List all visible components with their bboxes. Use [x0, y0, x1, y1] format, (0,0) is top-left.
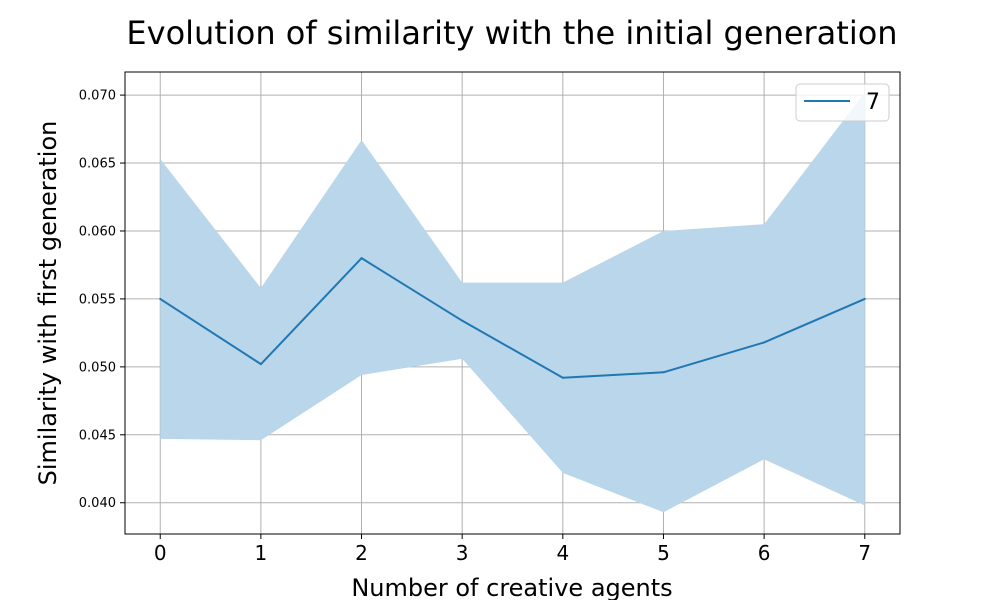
data-point: [360, 257, 363, 260]
data-point: [561, 376, 564, 379]
x-tick-label: 6: [758, 541, 771, 565]
data-point: [763, 341, 766, 344]
data-point: [662, 371, 665, 374]
data-point: [259, 363, 262, 366]
y-tick-label: 0.070: [79, 89, 116, 104]
y-tick-label: 0.050: [79, 360, 116, 375]
y-tick-label: 0.060: [79, 224, 116, 239]
series-line-layer: [159, 257, 866, 379]
y-ticks: 0.040 0.045 0.050 0.055 0.060 0.065 0.070: [79, 89, 125, 511]
y-tick-label: 0.065: [79, 157, 116, 172]
x-tick-label: 7: [858, 541, 871, 565]
confidence-band-layer: [160, 92, 865, 513]
x-tick-label: 4: [556, 541, 569, 565]
x-tick-label: 5: [657, 541, 670, 565]
chart-title: Evolution of similarity with the initial…: [126, 14, 897, 52]
data-point: [159, 297, 162, 300]
legend: 7: [795, 83, 890, 122]
y-tick-label: 0.045: [79, 428, 116, 443]
x-axis-label: Number of creative agents: [351, 574, 672, 600]
series-line: [159, 257, 866, 379]
x-tick-label: 1: [255, 541, 268, 565]
y-tick-label: 0.040: [79, 496, 116, 511]
x-tick-label: 0: [154, 541, 167, 565]
legend-box: [795, 83, 890, 122]
legend-entry-label: 7: [866, 90, 880, 115]
y-tick-label: 0.055: [79, 292, 116, 307]
x-ticks: 0 1 2 3 4 5 6 7: [154, 534, 871, 565]
x-tick-label: 2: [355, 541, 368, 565]
y-axis-label: Similarity with first generation: [34, 121, 62, 486]
data-point: [461, 319, 464, 322]
confidence-band: [160, 92, 865, 513]
data-point: [863, 297, 866, 300]
plot-frame: [124, 71, 901, 535]
x-tick-label: 3: [456, 541, 469, 565]
